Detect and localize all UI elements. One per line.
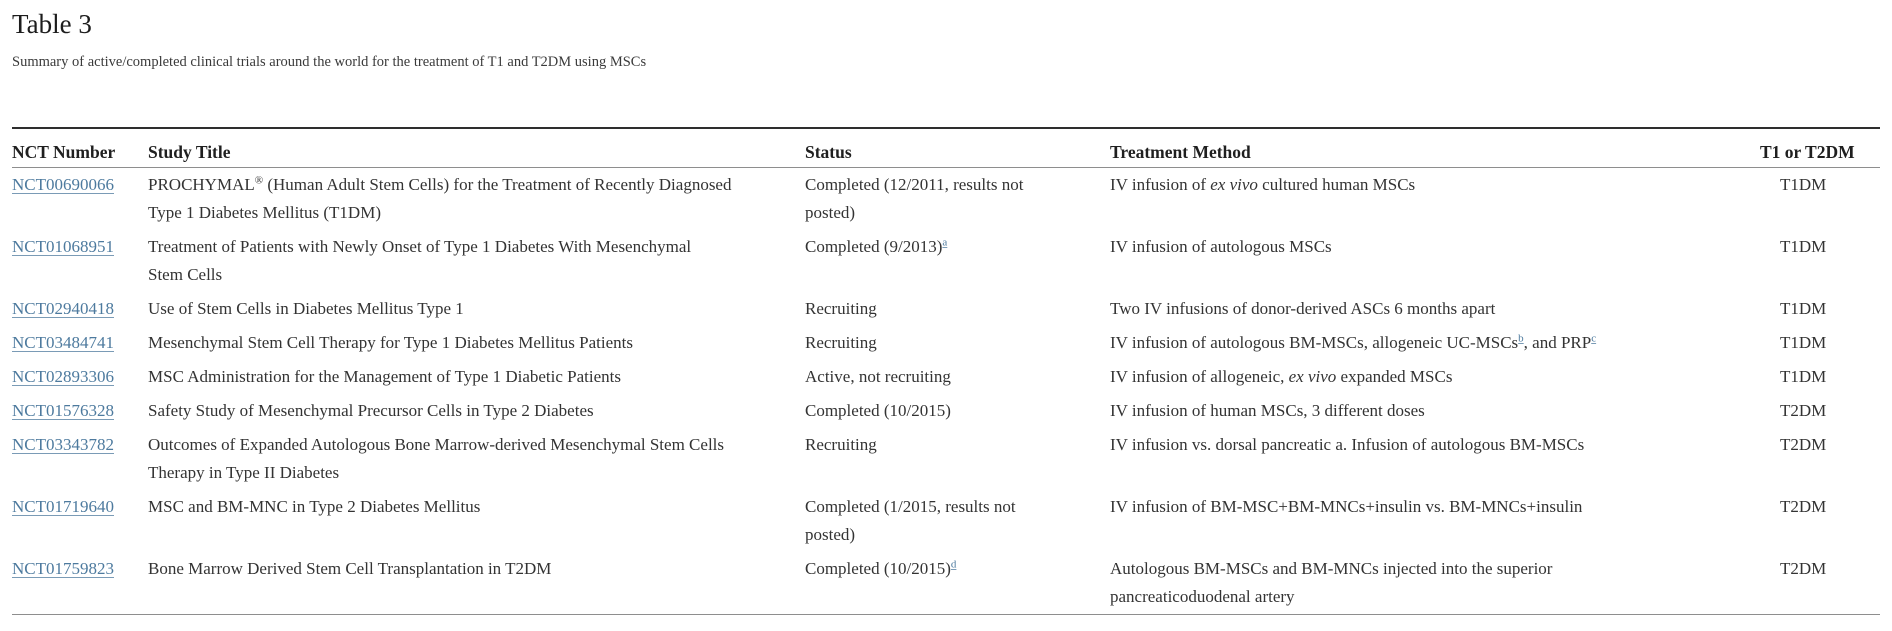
table-row: NCT01759823 Bone Marrow Derived Stem Cel…: [12, 552, 1880, 615]
cell-treatment-method: IV infusion vs. dorsal pancreatic a. Inf…: [1110, 435, 1585, 455]
table-body: NCT00690066 PROCHYMAL® (Human Adult Stem…: [12, 168, 1880, 615]
column-header-title: Study Title: [148, 128, 805, 169]
table-row: NCT01719640 MSC and BM-MNC in Type 2 Dia…: [12, 490, 1880, 552]
cell-status: Completed (10/2015): [805, 401, 951, 421]
cell-status: Recruiting: [805, 333, 877, 353]
cell-t1-or-t2dm: T2DM: [1780, 435, 1827, 455]
table-head: NCT Number Study Title Status Treatment Met…: [12, 128, 1880, 169]
nct-link[interactable]: NCT01719640: [12, 497, 114, 517]
cell-t1-or-t2dm: T2DM: [1780, 401, 1827, 421]
clinical-trials-table: NCT Number Study Title Status Treatment Met…: [12, 127, 1880, 616]
cell-study-title: Treatment of Patients with Newly Onset o…: [148, 237, 692, 285]
cell-treatment-method: IV infusion of human MSCs, 3 different d…: [1110, 401, 1425, 421]
footnote-link[interactable]: c: [1591, 332, 1597, 345]
cell-nct-number: NCT03343782: [12, 428, 148, 490]
table-row: NCT02893306 MSC Administration for the M…: [12, 360, 1880, 394]
page: Table 3 Summary of active/completed clin…: [12, 9, 1880, 616]
cell-treatment-method: IV infusion of autologous BM-MSCs, allog…: [1110, 332, 1597, 353]
cell-t1-or-t2dm: T1DM: [1780, 175, 1827, 195]
footnote-link[interactable]: d: [950, 558, 957, 571]
cell-status: Completed (1/2015, results not posted): [805, 497, 1016, 545]
column-header-type: T1 or T2DM: [1760, 128, 1880, 169]
cell-status: Active, not recruiting: [805, 367, 951, 387]
table-row: NCT02940418 Use of Stem Cells in Diabete…: [12, 292, 1880, 326]
nct-link[interactable]: NCT03484741: [12, 333, 114, 353]
header-row: NCT Number Study Title Status Treatment Met…: [12, 128, 1880, 169]
cell-status: Completed (12/2011, results not posted): [805, 175, 1024, 223]
cell-nct-number: NCT01576328: [12, 394, 148, 428]
cell-nct-number: NCT01719640: [12, 490, 148, 552]
column-header-status: Status: [805, 128, 1110, 169]
cell-treatment-method: IV infusion of autologous MSCs: [1110, 237, 1332, 257]
table-row: NCT03343782 Outcomes of Expanded Autolog…: [12, 428, 1880, 490]
cell-t1-or-t2dm: T2DM: [1780, 497, 1827, 517]
table-row: NCT01068951 Treatment of Patients with N…: [12, 230, 1880, 292]
table-row: NCT03484741 Mesenchymal Stem Cell Therap…: [12, 326, 1880, 360]
nct-link[interactable]: NCT02940418: [12, 299, 114, 319]
cell-nct-number: NCT01068951: [12, 230, 148, 292]
cell-status: Recruiting: [805, 435, 877, 455]
nct-link[interactable]: NCT01068951: [12, 237, 114, 257]
cell-nct-number: NCT03484741: [12, 326, 148, 360]
table-title: Table 3: [12, 9, 92, 39]
nct-link[interactable]: NCT03343782: [12, 435, 114, 455]
footnote-superscript[interactable]: a: [942, 237, 947, 249]
footnote-link[interactable]: a: [942, 236, 948, 249]
cell-nct-number: NCT01759823: [12, 552, 148, 615]
nct-link[interactable]: NCT00690066: [12, 175, 114, 195]
footnote-superscript[interactable]: b: [1518, 333, 1524, 345]
cell-study-title: Mesenchymal Stem Cell Therapy for Type 1…: [148, 333, 633, 353]
cell-study-title: MSC and BM-MNC in Type 2 Diabetes Mellit…: [148, 497, 481, 517]
cell-treatment-method: Two IV infusions of donor-derived ASCs 6…: [1110, 299, 1496, 319]
cell-t1-or-t2dm: T1DM: [1780, 299, 1827, 319]
cell-t1-or-t2dm: T1DM: [1780, 333, 1827, 353]
cell-nct-number: NCT00690066: [12, 168, 148, 231]
italic-text: ex vivo: [1288, 367, 1337, 387]
cell-study-title: PROCHYMAL® (Human Adult Stem Cells) for …: [148, 174, 732, 223]
footnote-superscript[interactable]: d: [951, 559, 957, 571]
column-header-nct: NCT Number: [12, 128, 148, 169]
cell-status: Completed (10/2015)d: [805, 558, 957, 579]
table-caption: Summary of active/completed clinical tri…: [12, 54, 647, 71]
nct-link[interactable]: NCT01576328: [12, 401, 114, 421]
cell-status: Completed (9/2013)a: [805, 236, 948, 257]
footnote-link[interactable]: b: [1518, 332, 1524, 345]
superscript-symbol: ®: [254, 174, 264, 187]
table-row: NCT01576328 Safety Study of Mesenchymal …: [12, 394, 1880, 428]
cell-study-title: Safety Study of Mesenchymal Precursor Ce…: [148, 401, 594, 421]
italic-text: ex vivo: [1210, 175, 1258, 195]
cell-study-title: MSC Administration for the Management of…: [148, 367, 622, 387]
cell-nct-number: NCT02893306: [12, 360, 148, 394]
cell-study-title: Bone Marrow Derived Stem Cell Transplant…: [148, 559, 552, 579]
column-header-treatment: Treatment Method: [1110, 128, 1760, 169]
nct-link[interactable]: NCT01759823: [12, 559, 114, 579]
table-row: NCT00690066 PROCHYMAL® (Human Adult Stem…: [12, 168, 1880, 231]
cell-status: Recruiting: [805, 299, 877, 319]
cell-treatment-method: IV infusion of BM-MSC+BM-MNCs+insulin vs…: [1110, 497, 1583, 517]
cell-nct-number: NCT02940418: [12, 292, 148, 326]
cell-study-title: Use of Stem Cells in Diabetes Mellitus T…: [148, 299, 464, 319]
cell-treatment-method: IV infusion of allogeneic, ex vivo expan…: [1110, 367, 1453, 387]
cell-treatment-method: IV infusion of ex vivo cultured human MS…: [1110, 175, 1416, 195]
cell-treatment-method: Autologous BM-MSCs and BM-MNCs injected …: [1110, 559, 1553, 607]
cell-t1-or-t2dm: T2DM: [1780, 559, 1827, 579]
cell-t1-or-t2dm: T1DM: [1780, 367, 1827, 387]
footnote-superscript[interactable]: c: [1591, 333, 1596, 345]
cell-t1-or-t2dm: T1DM: [1780, 237, 1827, 257]
cell-study-title: Outcomes of Expanded Autologous Bone Mar…: [148, 435, 724, 483]
nct-link[interactable]: NCT02893306: [12, 367, 114, 387]
